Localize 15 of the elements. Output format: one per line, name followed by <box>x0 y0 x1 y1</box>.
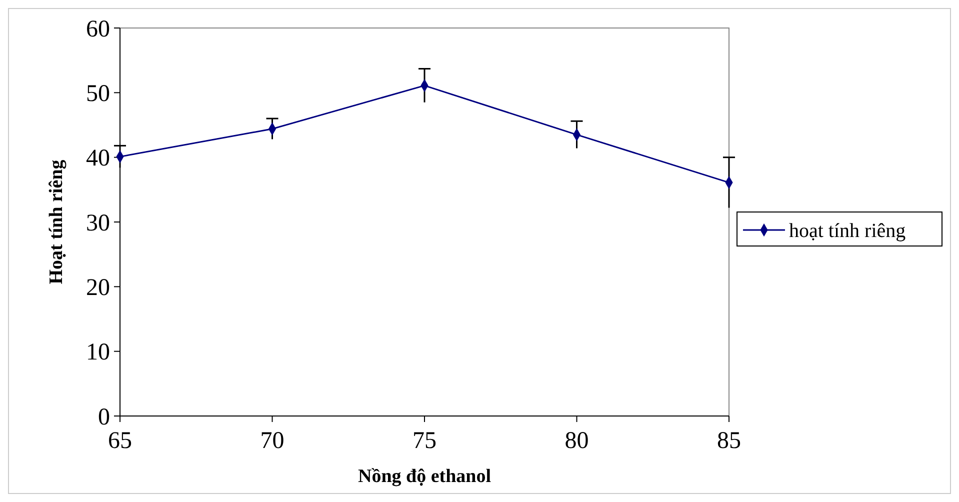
y-tick-label: 0 <box>98 404 110 430</box>
y-tick-label: 50 <box>86 81 110 108</box>
y-tick-label: 40 <box>86 146 110 172</box>
y-tick-label: 20 <box>86 275 110 302</box>
x-axis-title: Nồng độ ethanol <box>358 466 492 487</box>
legend-label: hoạt tính riêng <box>789 220 906 242</box>
x-tick-label: 85 <box>717 428 741 454</box>
y-tick-label: 60 <box>86 16 110 42</box>
x-tick-label: 65 <box>108 428 132 454</box>
x-tick-label: 80 <box>564 428 589 454</box>
y-tick-label: 30 <box>86 210 110 236</box>
x-tick-label: 75 <box>412 428 436 454</box>
y-axis-title: Hoạt tính riêng <box>46 159 67 284</box>
x-tick-label: 70 <box>260 428 284 454</box>
y-tick-label: 10 <box>86 340 110 366</box>
